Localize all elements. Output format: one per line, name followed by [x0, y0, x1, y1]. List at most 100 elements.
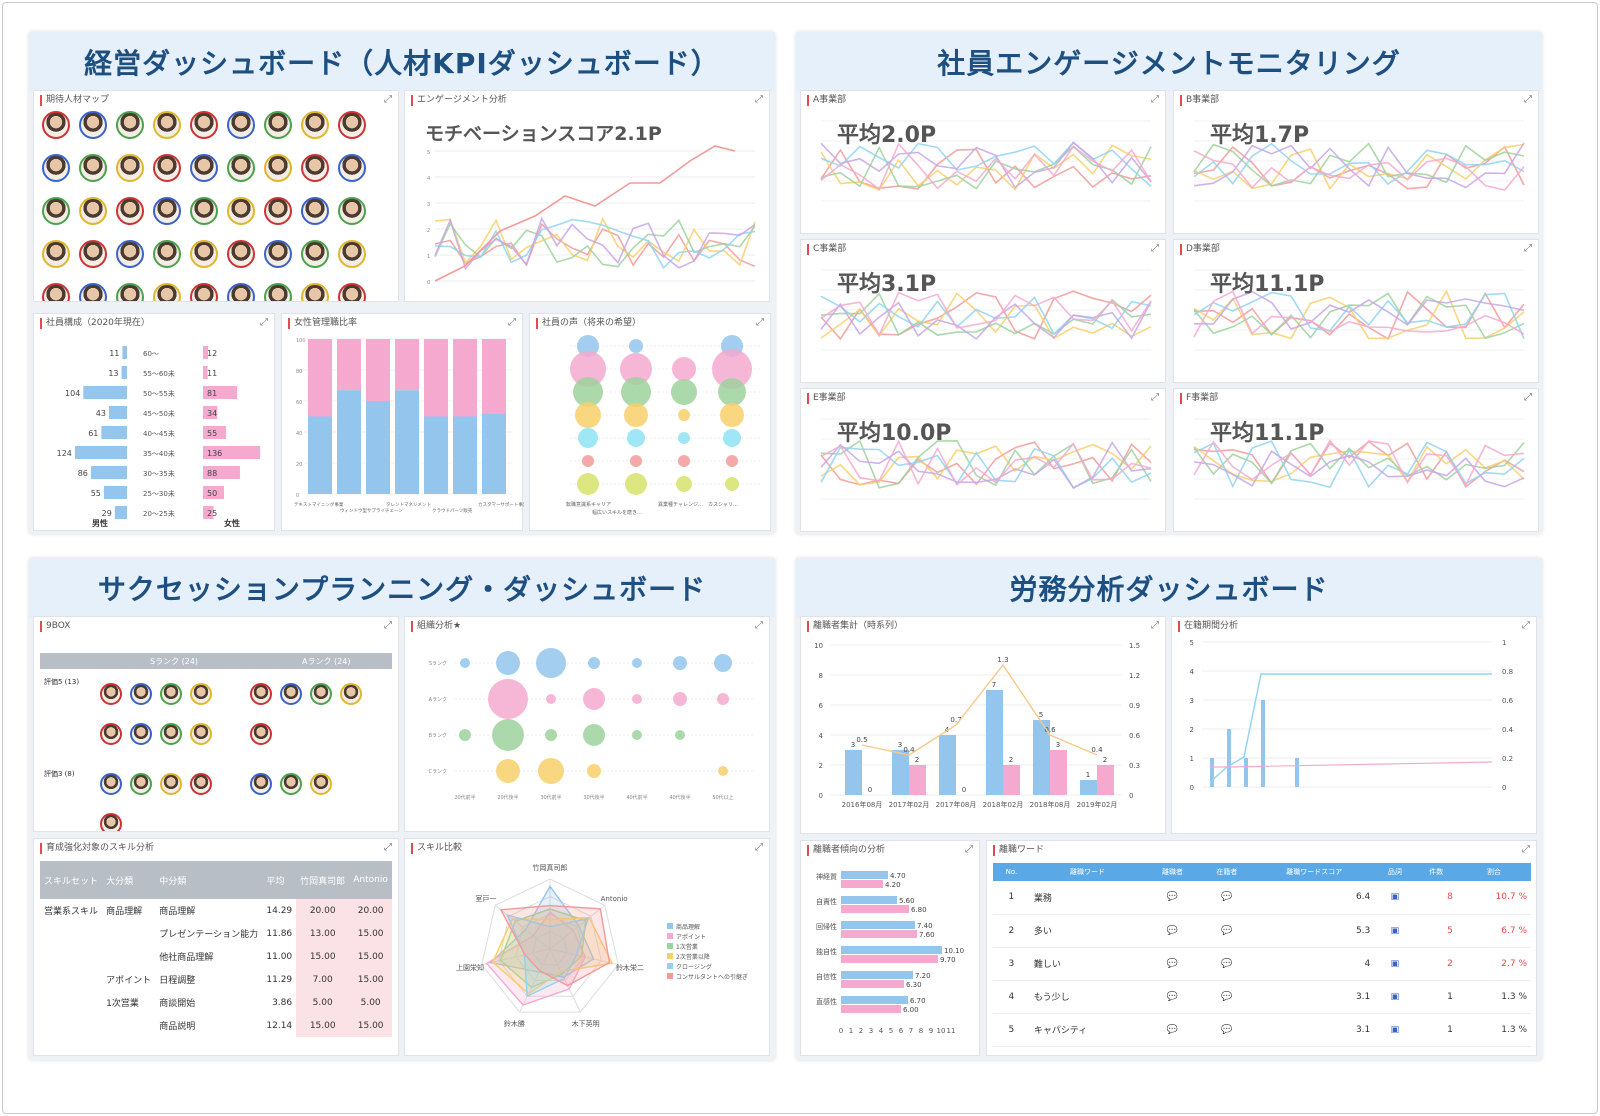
words-count: 1 — [1447, 1024, 1453, 1035]
bar-a — [841, 996, 908, 1004]
male-count: 61 — [88, 429, 98, 438]
avatar — [310, 683, 332, 705]
bubble — [720, 403, 744, 427]
words-row[interactable]: 2 多い 💬 💬 5.3 ▣ 5 6.7 % — [993, 914, 1531, 947]
radar-axis-label: 鈴木栄二 — [616, 963, 644, 972]
expand-icon[interactable]: ⤢ — [508, 317, 516, 328]
legend-swatch — [667, 963, 673, 969]
y-tick: 0 — [427, 280, 430, 286]
avatar — [301, 283, 329, 301]
active-icon[interactable]: 💬 — [1221, 1024, 1233, 1035]
words-row[interactable]: 3 難しい 💬 💬 4 ▣ 2 2.7 % — [993, 947, 1531, 980]
expand-icon[interactable]: ⤢ — [756, 317, 764, 328]
expand-icon[interactable]: ⤢ — [260, 317, 268, 328]
words-no: 1 — [1008, 892, 1015, 903]
active-icon[interactable]: 💬 — [1221, 892, 1233, 903]
series-line — [1193, 291, 1525, 340]
avatar — [190, 197, 218, 225]
leaver-icon[interactable]: 💬 — [1166, 1024, 1179, 1035]
bubble — [678, 409, 690, 421]
bubble — [621, 377, 651, 407]
bubble — [536, 648, 566, 678]
expand-icon[interactable]: ⤢ — [384, 94, 392, 105]
avatar — [301, 154, 329, 182]
expand-icon[interactable]: ⤢ — [1524, 392, 1532, 403]
bubble — [678, 455, 690, 467]
talent-map-card: 期待人材マップ ⤢ — [33, 90, 399, 302]
cumulative-line — [1209, 673, 1492, 783]
active-icon[interactable]: 💬 — [1221, 925, 1233, 936]
age-band: 30～35未 — [143, 469, 175, 478]
series-line — [434, 216, 756, 267]
male-count: 13 — [108, 369, 118, 378]
series-line — [820, 291, 1152, 337]
age-band: 40～45未 — [143, 429, 175, 438]
expand-icon[interactable]: ⤢ — [1522, 620, 1530, 631]
expand-icon[interactable]: ⤢ — [1522, 844, 1530, 855]
active-icon[interactable]: 💬 — [1221, 991, 1233, 1002]
expand-icon[interactable]: ⤢ — [1151, 392, 1159, 403]
bar-b-label: 6.30 — [906, 981, 922, 989]
expand-icon[interactable]: ⤢ — [965, 844, 973, 855]
leaver-icon[interactable]: 💬 — [1166, 892, 1179, 903]
series-line — [1193, 150, 1525, 191]
expand-icon[interactable]: ⤢ — [1524, 243, 1532, 254]
category-label: 自信性 — [816, 972, 837, 981]
bubble — [583, 688, 605, 710]
x-tick: 2019年02月 — [1077, 800, 1118, 809]
leaver-icon[interactable]: 💬 — [1166, 958, 1179, 969]
series-line — [1193, 142, 1525, 189]
avatar — [190, 154, 218, 182]
expand-icon[interactable]: ⤢ — [384, 842, 392, 853]
y-tick: 0 — [1190, 784, 1194, 792]
y2-tick: 0.6 — [1129, 732, 1141, 740]
expand-icon[interactable]: ⤢ — [1151, 243, 1159, 254]
male-bar — [121, 366, 127, 379]
female-count: 34 — [207, 409, 217, 418]
expand-icon[interactable]: ⤢ — [1524, 94, 1532, 105]
female-bar — [203, 366, 208, 379]
skill-cell: 他社商品理解 — [159, 953, 214, 963]
y-tick: Cランク — [429, 769, 448, 775]
words-row[interactable]: 5 キャパシティ 💬 💬 3.1 ▣ 1 1.3 % — [993, 1013, 1531, 1046]
skill-cell: 15.00 — [349, 1014, 392, 1037]
male-bar — [90, 466, 127, 479]
words-count: 8 — [1447, 892, 1453, 903]
male-count: 104 — [65, 389, 80, 398]
skill-row: アポイント 日程調整 11.29 7.00 15.00 — [40, 968, 392, 991]
active-icon[interactable]: 💬 — [1221, 958, 1233, 969]
age-band: 60～ — [143, 350, 159, 358]
division-name: A事業部 — [807, 95, 846, 106]
avatar — [301, 240, 329, 268]
expand-icon[interactable]: ⤢ — [755, 842, 763, 853]
words-row[interactable]: 4 もう少し 💬 💬 3.1 ▣ 1 1.3 % — [993, 980, 1531, 1013]
series-line — [820, 443, 1152, 486]
series-line — [434, 145, 736, 282]
leaver-icon[interactable]: 💬 — [1166, 991, 1179, 1002]
bar-a-label: 4.70 — [890, 872, 906, 880]
succession-panel: サクセッションプランニング・ダッシュボード 9BOX ⤢ Sランク (24) A… — [29, 558, 775, 1060]
leaver-icon[interactable]: 💬 — [1166, 925, 1179, 936]
tenure-bar — [1244, 758, 1248, 787]
skill-cell: 15.00 — [349, 922, 392, 945]
skill-header: Antonio — [353, 875, 388, 885]
expand-icon[interactable]: ⤢ — [755, 620, 763, 631]
avatar — [130, 723, 152, 745]
bubble — [573, 377, 603, 407]
legend-swatch — [667, 973, 673, 979]
bubble — [712, 349, 752, 389]
female-manager-stacked-chart: 0 20 40 60 80 100 テキストマイニング事業ウィンドウ型サプライチェーンタレン… — [294, 338, 524, 514]
radar-axis — [549, 948, 619, 966]
words-row[interactable]: 1 業務 💬 💬 6.4 ▣ 8 10.7 % — [993, 881, 1531, 914]
bar-b — [841, 980, 904, 988]
avatar — [42, 197, 70, 225]
words-header: 件数 — [1429, 868, 1444, 876]
motivation-score: モチベーションスコア2.1P — [425, 123, 662, 145]
expand-icon[interactable]: ⤢ — [1151, 620, 1159, 631]
expand-icon[interactable]: ⤢ — [1151, 94, 1159, 105]
expand-icon[interactable]: ⤢ — [384, 620, 392, 631]
x-tick: 20代後半 — [497, 794, 518, 801]
male-mgr-bar — [337, 390, 361, 494]
expand-icon[interactable]: ⤢ — [755, 94, 763, 105]
bar-b — [909, 765, 926, 795]
